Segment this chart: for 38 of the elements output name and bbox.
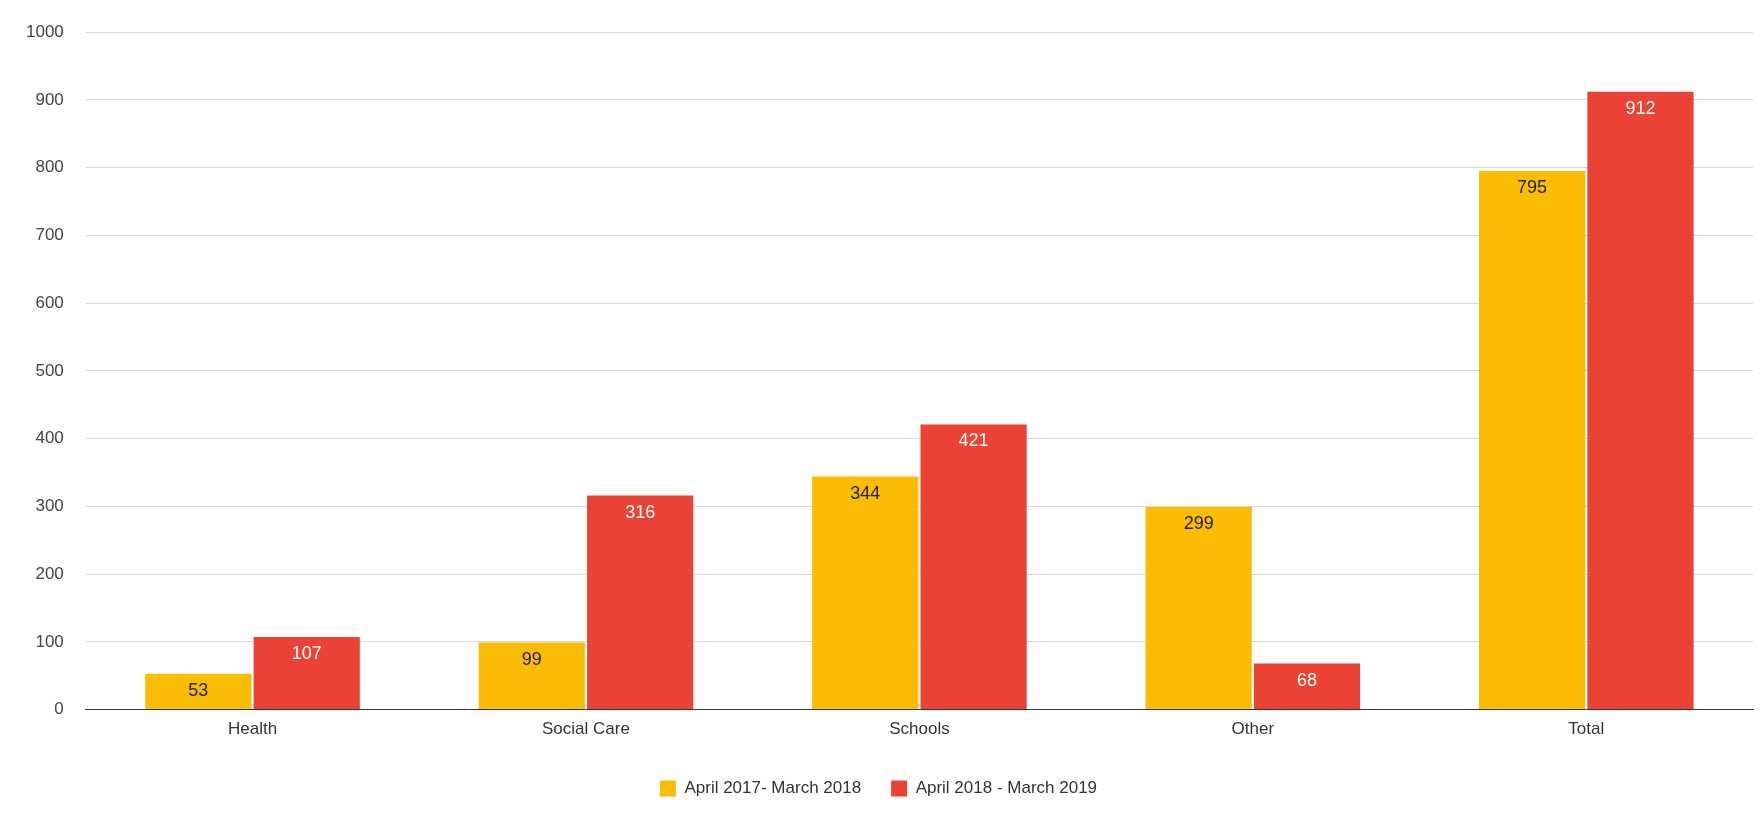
data-label: 53	[188, 679, 209, 700]
legend-label: April 2017- March 2018	[684, 778, 862, 798]
legend-label: April 2018 - March 2019	[915, 778, 1098, 798]
bar	[253, 637, 360, 710]
bar	[920, 424, 1027, 710]
data-label: 68	[1297, 669, 1318, 690]
bar	[587, 495, 694, 710]
y-tick-label: 200	[35, 563, 64, 583]
x-tick-label: Schools	[889, 719, 950, 739]
bar	[478, 642, 585, 710]
x-tick-label: Total	[1568, 719, 1605, 739]
y-tick-label: 400	[35, 428, 64, 448]
x-tick-label: Social Care	[542, 719, 630, 739]
y-tick-label: 700	[35, 225, 64, 245]
x-tick-label: Health	[227, 719, 278, 739]
bar	[1587, 91, 1694, 710]
y-tick-label: 1000	[25, 21, 64, 41]
y-tick-label: 300	[35, 496, 64, 516]
bar	[1479, 171, 1586, 710]
y-tick-label: 100	[35, 631, 64, 651]
y-tick-label: 900	[35, 89, 64, 109]
x-tick-label: Other	[1231, 719, 1275, 739]
bar	[812, 476, 919, 710]
y-tick-label: 800	[35, 157, 64, 177]
data-label: 421	[958, 430, 989, 451]
data-label: 299	[1183, 513, 1214, 534]
data-label: 99	[521, 648, 542, 669]
y-tick-label: 0	[54, 699, 64, 719]
data-label: 344	[850, 482, 881, 503]
data-label: 795	[1517, 177, 1548, 198]
data-label: 912	[1625, 97, 1656, 118]
y-tick-label: 600	[35, 292, 64, 312]
bar	[145, 673, 252, 710]
data-label: 107	[291, 643, 322, 664]
bar	[1145, 507, 1252, 710]
bar	[1253, 663, 1361, 710]
y-tick-label: 500	[35, 360, 64, 380]
data-label: 316	[625, 501, 656, 522]
